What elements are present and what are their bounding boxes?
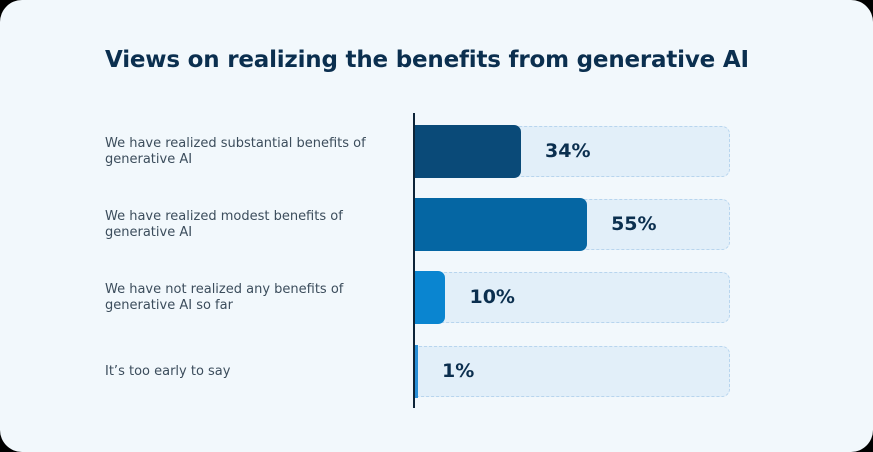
bar-value-label: 10%	[469, 286, 515, 308]
bar	[414, 198, 588, 251]
bar	[414, 271, 446, 324]
bar-value-label: 34%	[545, 140, 591, 162]
chart-title: Views on realizing the benefits from gen…	[105, 47, 749, 73]
bar-track	[414, 346, 730, 397]
y-axis-line	[413, 113, 415, 408]
bar-value-label: 55%	[611, 213, 657, 235]
bar-track	[414, 272, 730, 323]
category-label: We have realized substantial benefits of…	[105, 135, 366, 167]
bar-value-label: 1%	[442, 360, 475, 382]
category-label: We have not realized any benefits of gen…	[105, 281, 344, 313]
category-label: It’s too early to say	[105, 363, 231, 379]
bar	[414, 125, 521, 178]
bar	[414, 345, 418, 398]
category-label: We have realized modest benefits of gene…	[105, 208, 343, 240]
